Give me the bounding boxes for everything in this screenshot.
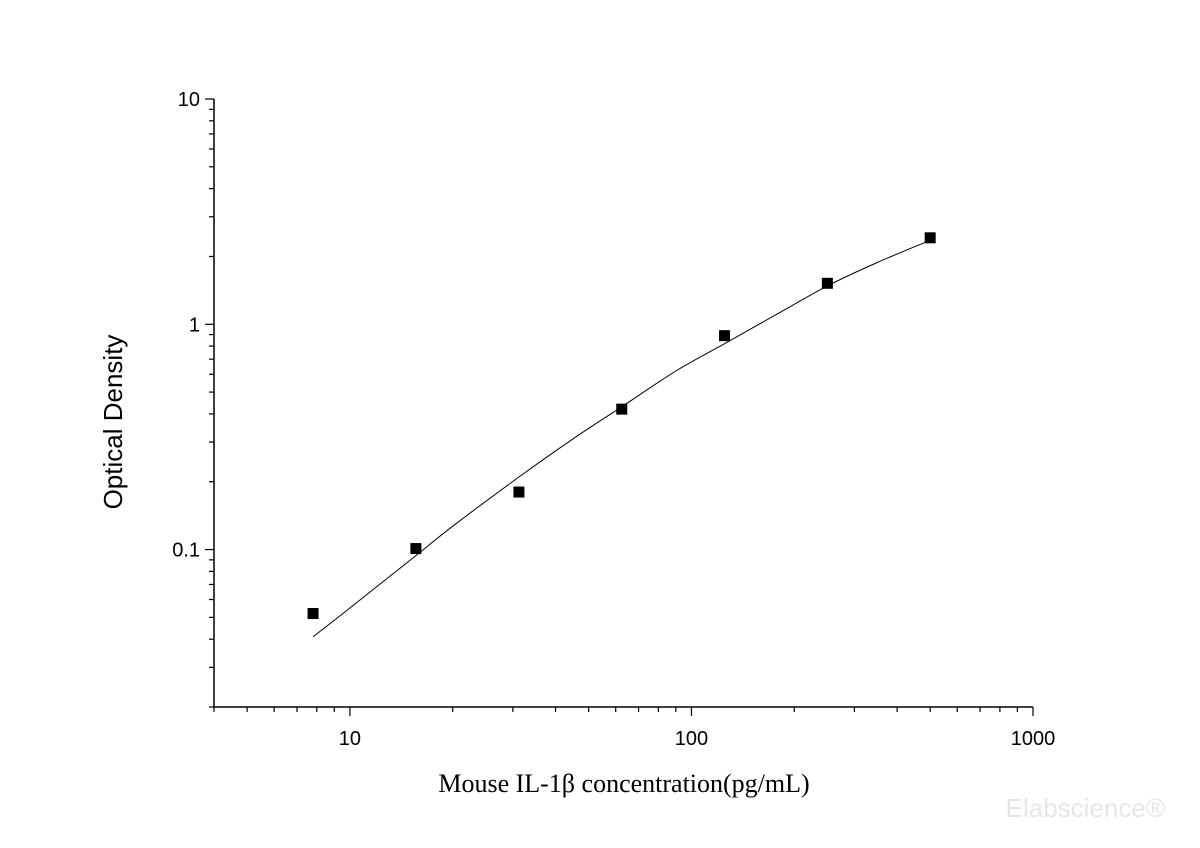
data-point-marker	[924, 232, 936, 244]
data-point-marker	[513, 486, 525, 498]
x-axis-label: Mouse IL-1β concentration(pg/mL)	[438, 769, 809, 798]
data-point-marker	[410, 543, 422, 555]
watermark-text: Elabscience®	[1006, 793, 1165, 823]
fit-curve-line	[312, 239, 931, 638]
y-tick-label: 10	[178, 89, 200, 111]
data-point-marker	[616, 403, 628, 415]
y-tick-label: 0.1	[172, 540, 200, 562]
x-tick-label: 10	[339, 728, 361, 750]
ticks: 10 100 1000 0.1 1 10	[172, 89, 1055, 750]
data-point-marker	[821, 277, 833, 289]
data-point-marker	[719, 330, 731, 342]
x-tick-label: 100	[675, 728, 708, 750]
axes	[213, 99, 1033, 708]
y-tick-label: 1	[189, 314, 200, 336]
y-axis-label: Optical Density	[98, 335, 128, 510]
data-point-marker	[307, 608, 319, 620]
data-points	[307, 232, 936, 620]
fit-curve-group	[312, 239, 931, 638]
x-tick-label: 1000	[1011, 728, 1056, 750]
